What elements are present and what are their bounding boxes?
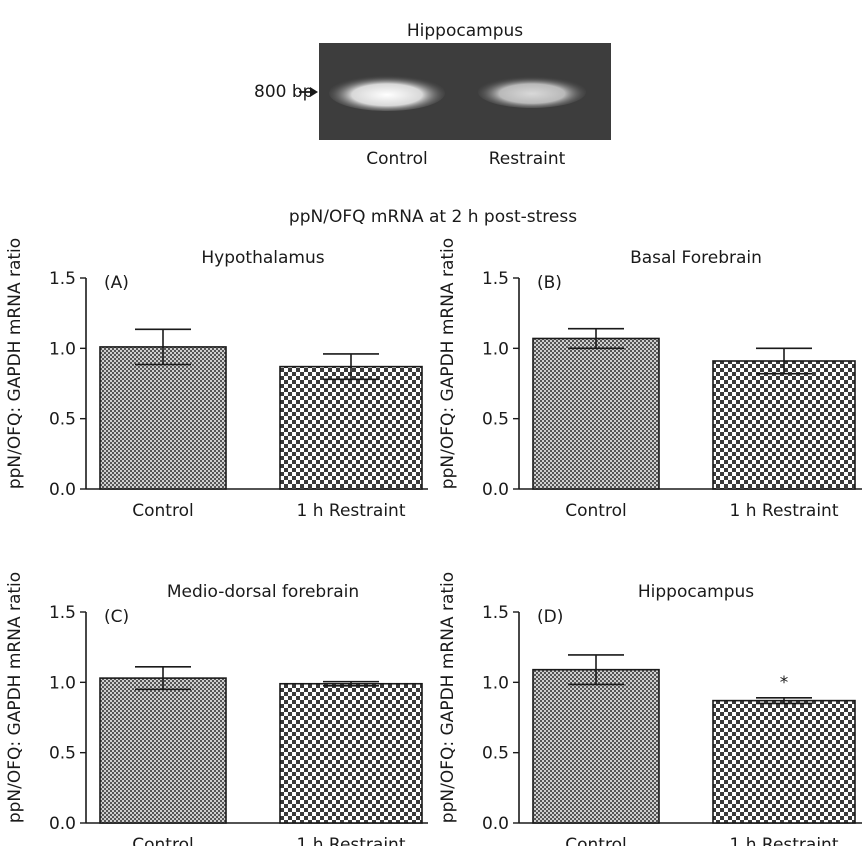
y-tick-label: 0.5	[482, 744, 509, 764]
y-tick-label: 1.0	[482, 339, 509, 359]
y-tick-label: 0.5	[49, 410, 76, 430]
bar	[99, 346, 227, 490]
y-axis-label: ppN/OFQ: GAPDH mRNA ratio	[438, 238, 458, 489]
chart-panel: ppN/OFQ: GAPDH mRNA ratio 0.0 0.5 1.0 1.5 (D)…	[438, 572, 862, 846]
panel-letter: (B)	[537, 273, 562, 293]
gel-band-control	[329, 75, 445, 111]
y-tick-label: 1.0	[49, 339, 76, 359]
panel-letter: (C)	[104, 607, 129, 627]
x-tick-label: Control	[132, 501, 193, 521]
panel-letter: (A)	[104, 273, 129, 293]
bar-chart-panels: ppN/OFQ: GAPDH mRNA ratio 0.0 0.5 1.0 1.5 (A)…	[5, 238, 862, 846]
y-tick-label: 1.0	[49, 673, 76, 693]
y-tick-label: 0.0	[482, 480, 509, 500]
gel-band-restraint	[478, 76, 586, 108]
y-tick-label: 0.5	[482, 410, 509, 430]
y-axis-label: ppN/OFQ: GAPDH mRNA ratio	[438, 572, 458, 823]
gel-lane-label: Restraint	[489, 149, 566, 169]
y-tick-label: 0.5	[49, 744, 76, 764]
y-tick-label: 0.0	[49, 814, 76, 834]
bar	[532, 337, 660, 490]
x-tick-label: 1 h Restraint	[297, 501, 406, 521]
bar	[279, 365, 423, 490]
bar	[99, 677, 227, 824]
y-tick-label: 1.5	[49, 603, 76, 623]
gel-lane-label: Control	[366, 149, 427, 169]
chart-panel: ppN/OFQ: GAPDH mRNA ratio 0.0 0.5 1.0 1.5 (C)…	[5, 572, 428, 846]
figure-title: ppN/OFQ mRNA at 2 h post-stress	[289, 207, 577, 227]
y-tick-label: 0.0	[49, 480, 76, 500]
y-tick-label: 0.0	[482, 814, 509, 834]
chart-title: Basal Forebrain	[630, 248, 762, 268]
bar	[279, 682, 423, 824]
bar	[712, 360, 856, 490]
x-tick-label: 1 h Restraint	[297, 835, 406, 846]
y-axis-label: ppN/OFQ: GAPDH mRNA ratio	[5, 572, 25, 823]
bar	[712, 699, 856, 824]
x-tick-label: Control	[565, 835, 626, 846]
chart-panel: ppN/OFQ: GAPDH mRNA ratio 0.0 0.5 1.0 1.5 (B)…	[438, 238, 862, 521]
chart-title: Hypothalamus	[201, 248, 324, 268]
y-tick-label: 1.5	[49, 269, 76, 289]
y-axis-label: ppN/OFQ: GAPDH mRNA ratio	[5, 238, 25, 489]
panel-letter: (D)	[537, 607, 563, 627]
chart-title: Medio-dorsal forebrain	[167, 582, 359, 602]
gel-marker-label: 800 bp	[254, 82, 313, 102]
x-tick-label: 1 h Restraint	[730, 501, 839, 521]
y-tick-label: 1.0	[482, 673, 509, 693]
gel-title: Hippocampus	[407, 21, 523, 41]
bar	[532, 668, 660, 824]
y-tick-label: 1.5	[482, 269, 509, 289]
x-tick-label: Control	[565, 501, 626, 521]
x-tick-label: Control	[132, 835, 193, 846]
significance-marker: *	[780, 673, 789, 693]
y-tick-label: 1.5	[482, 603, 509, 623]
chart-title: Hippocampus	[638, 582, 754, 602]
x-tick-label: 1 h Restraint	[730, 835, 839, 846]
arrow-right-icon	[299, 87, 318, 97]
chart-panel: ppN/OFQ: GAPDH mRNA ratio 0.0 0.5 1.0 1.5 (A)…	[5, 238, 428, 521]
